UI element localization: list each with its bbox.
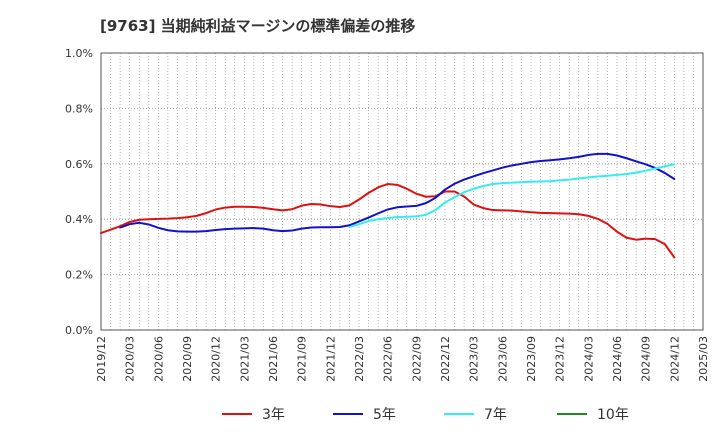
x-tick-label: 2022/09 bbox=[410, 336, 423, 382]
x-tick-label: 2021/12 bbox=[324, 336, 337, 382]
x-tick-label: 2021/06 bbox=[267, 336, 280, 382]
x-tick-label: 2023/09 bbox=[525, 336, 538, 382]
series-lines bbox=[100, 152, 676, 259]
x-tick-label: 2023/06 bbox=[496, 336, 509, 382]
x-tick-label: 2024/06 bbox=[611, 336, 624, 382]
x-tick-label: 2024/03 bbox=[582, 336, 595, 382]
legend-item: 10年 bbox=[557, 407, 629, 423]
chart-title: [9763] 当期純利益マージンの標準偏差の推移 bbox=[100, 17, 415, 35]
series-line-3年 bbox=[100, 183, 676, 259]
y-tick-label: 0.6% bbox=[65, 158, 93, 171]
y-tick-label: 1.0% bbox=[65, 47, 93, 60]
x-tick-label: 2020/09 bbox=[181, 336, 194, 382]
x-tick-label: 2022/03 bbox=[353, 336, 366, 382]
y-tick-label: 0.8% bbox=[65, 102, 93, 115]
x-axis-ticks: 2019/12 2020/03 2020/06 2020/09 2020/12 2021/… bbox=[95, 336, 710, 382]
legend: 3年 5年 7年 10年 bbox=[222, 407, 629, 423]
x-tick-label: 2022/12 bbox=[439, 336, 452, 382]
y-tick-label: 0.2% bbox=[65, 269, 93, 282]
x-tick-label: 2020/06 bbox=[152, 336, 165, 382]
x-tick-label: 2024/12 bbox=[668, 336, 681, 382]
plot-background bbox=[101, 53, 703, 330]
y-axis-ticks: 0.0% 0.2% 0.4% 0.6% 0.8% 1.0% bbox=[65, 47, 93, 337]
x-tick-label: 2020/12 bbox=[210, 336, 223, 382]
series-line-7年 bbox=[348, 163, 676, 228]
x-tick-label: 2025/03 bbox=[697, 336, 710, 382]
legend-label: 5年 bbox=[373, 407, 396, 423]
legend-label: 7年 bbox=[484, 407, 507, 423]
x-tick-label: 2021/09 bbox=[296, 336, 309, 382]
legend-item: 7年 bbox=[444, 407, 507, 423]
x-tick-label: 2023/03 bbox=[468, 336, 481, 382]
x-tick-label: 2021/03 bbox=[238, 336, 251, 382]
y-gridlines bbox=[101, 108, 703, 276]
x-tick-label: 2023/12 bbox=[554, 336, 567, 382]
y-tick-label: 0.0% bbox=[65, 324, 93, 337]
legend-item: 5年 bbox=[333, 407, 396, 423]
x-tick-label: 2020/03 bbox=[124, 336, 137, 382]
x-tick-label: 2022/06 bbox=[382, 336, 395, 382]
legend-label: 10年 bbox=[597, 407, 629, 423]
series-line-5年 bbox=[119, 152, 676, 233]
legend-item: 3年 bbox=[222, 407, 285, 423]
x-tick-label: 2019/12 bbox=[95, 336, 108, 382]
plot-frame bbox=[100, 52, 704, 331]
x-tick-label: 2024/09 bbox=[640, 336, 653, 382]
y-tick-label: 0.4% bbox=[65, 213, 93, 226]
plot-area bbox=[101, 53, 703, 330]
legend-label: 3年 bbox=[262, 407, 285, 423]
